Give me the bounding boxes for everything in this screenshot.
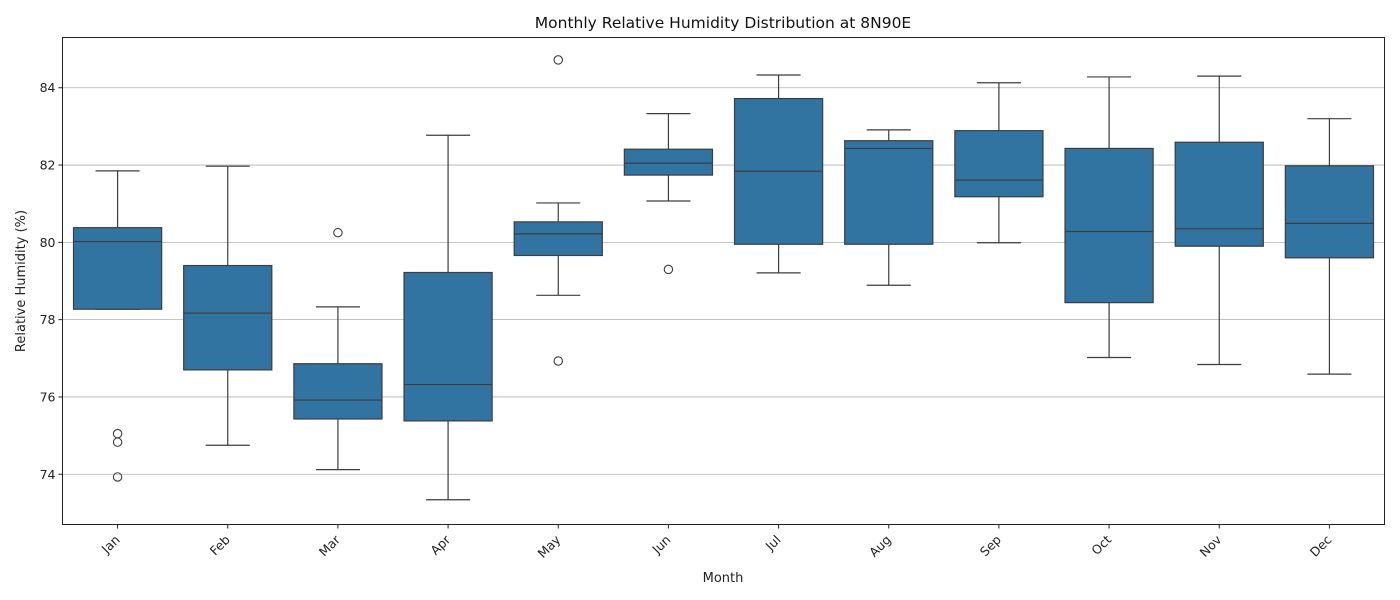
y-tick-label: 76 bbox=[40, 389, 56, 404]
iqr-box bbox=[1174, 141, 1264, 247]
outlier-point bbox=[112, 437, 123, 447]
box-jun bbox=[623, 113, 714, 275]
outlier-point bbox=[112, 428, 123, 439]
x-axis-label: Month bbox=[703, 571, 744, 586]
x-tick-label: May bbox=[534, 532, 563, 561]
x-tick-label: Apr bbox=[427, 531, 454, 558]
iqr-box bbox=[293, 363, 383, 420]
iqr-box bbox=[513, 221, 603, 257]
outlier-point bbox=[663, 264, 674, 275]
x-axis: Jan Feb Mar Apr May Jun Jul Aug Sep Oct Nov Dec bbox=[98, 524, 1335, 561]
box-aug bbox=[844, 129, 934, 286]
outlier-point bbox=[333, 227, 343, 238]
box-oct bbox=[1064, 76, 1154, 359]
x-tick-label: Sep bbox=[977, 532, 1004, 559]
box-jan bbox=[72, 170, 163, 482]
y-tick-label: 82 bbox=[40, 158, 56, 173]
x-tick-label: Jan bbox=[98, 532, 123, 557]
iqr-box bbox=[954, 130, 1044, 198]
y-tick-label: 78 bbox=[40, 312, 56, 327]
iqr-box bbox=[844, 140, 934, 245]
plot-frame bbox=[62, 37, 1385, 525]
x-tick-label: Jul bbox=[762, 532, 784, 554]
box-nov bbox=[1174, 75, 1264, 366]
chart-title: Monthly Relative Humidity Distribution a… bbox=[535, 14, 911, 32]
iqr-box bbox=[1284, 165, 1375, 259]
box-may bbox=[513, 55, 603, 366]
outlier-point bbox=[553, 55, 563, 65]
iqr-box bbox=[183, 264, 273, 371]
box-series bbox=[72, 55, 1375, 501]
y-tick-label: 84 bbox=[40, 80, 56, 95]
box-sep bbox=[954, 82, 1044, 244]
y-tick-label: 74 bbox=[40, 467, 56, 482]
box-mar bbox=[293, 227, 383, 471]
x-tick-label: Oct bbox=[1088, 532, 1114, 558]
iqr-box bbox=[72, 227, 163, 310]
x-tick-label: Jun bbox=[648, 532, 673, 557]
x-tick-label: Dec bbox=[1307, 532, 1335, 560]
x-tick-label: Mar bbox=[316, 531, 344, 559]
iqr-box bbox=[623, 148, 714, 176]
iqr-box bbox=[403, 271, 493, 422]
box-apr bbox=[403, 134, 493, 501]
x-tick-label: Feb bbox=[207, 532, 233, 558]
y-axis-label: Relative Humidity (%) bbox=[14, 210, 29, 352]
box-feb bbox=[183, 165, 273, 446]
outlier-point bbox=[112, 472, 123, 482]
y-axis: 74 76 78 80 82 84 bbox=[40, 80, 63, 482]
iqr-box bbox=[1064, 147, 1154, 304]
outlier-point bbox=[553, 356, 563, 366]
x-tick-label: Aug bbox=[866, 532, 894, 560]
x-tick-label: Nov bbox=[1197, 532, 1225, 560]
y-tick-label: 80 bbox=[40, 235, 56, 250]
box-jul bbox=[733, 74, 824, 274]
gridlines bbox=[62, 87, 1385, 475]
box-dec bbox=[1284, 118, 1375, 375]
